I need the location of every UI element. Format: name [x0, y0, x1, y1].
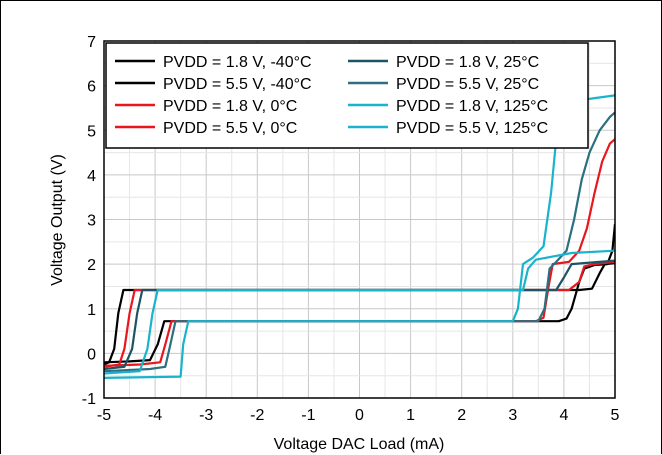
x-tick-label: 2	[457, 407, 466, 424]
legend-entry: PVDD = 5.5 V, 125°C	[396, 120, 548, 137]
y-tick-label: 6	[87, 79, 96, 96]
x-tick-label: 0	[355, 407, 364, 424]
legend-entry: PVDD = 1.8 V, -40°C	[163, 54, 312, 71]
y-tick-label: 3	[87, 213, 96, 230]
y-tick-label: 0	[87, 346, 96, 363]
x-tick-label: -5	[97, 407, 111, 424]
series-line-4	[104, 138, 615, 367]
x-tick-label: -3	[199, 407, 213, 424]
series-line-2	[104, 223, 615, 364]
series-line-5	[104, 259, 615, 371]
series-line-6	[104, 111, 615, 373]
x-tick-label: -4	[148, 407, 162, 424]
x-tick-labels: -5 -4 -3 -2 -1 0 1 2 3 4 5	[97, 407, 620, 424]
legend-entry: PVDD = 5.5 V, 25°C	[396, 76, 539, 93]
y-axis-label: Voltage Output (V)	[49, 154, 66, 286]
series-line-7	[104, 249, 615, 375]
plot-border	[103, 40, 616, 399]
x-tick-label: -1	[301, 407, 315, 424]
y-tick-label: 1	[87, 302, 96, 319]
y-tick-label: 2	[87, 257, 96, 274]
x-tick-label: 1	[406, 407, 415, 424]
x-tick-label: -2	[250, 407, 264, 424]
legend-entry: PVDD = 1.8 V, 125°C	[396, 98, 548, 115]
y-tick-label: 4	[87, 168, 96, 185]
legend-entry: PVDD = 1.8 V, 25°C	[396, 54, 539, 71]
x-tick-label: 3	[508, 407, 517, 424]
y-tick-label: 5	[87, 123, 96, 140]
legend-entry: PVDD = 5.5 V, -40°C	[163, 76, 312, 93]
legend-entry: PVDD = 5.5 V, 0°C	[163, 120, 297, 137]
x-axis-label: Voltage DAC Load (mA)	[274, 436, 445, 453]
y-tick-labels: -1 0 1 2 3 4 5 6 7	[82, 34, 96, 408]
legend-box	[105, 42, 589, 149]
legend: PVDD = 1.8 V, -40°C PVDD = 1.8 V, 25°C PVD…	[105, 42, 589, 149]
x-tick-label: 5	[611, 407, 620, 424]
y-tick-label: 7	[87, 34, 96, 51]
y-tick-label: -1	[82, 391, 96, 408]
legend-entry: PVDD = 1.8 V, 0°C	[163, 98, 297, 115]
x-tick-label: 4	[559, 407, 568, 424]
